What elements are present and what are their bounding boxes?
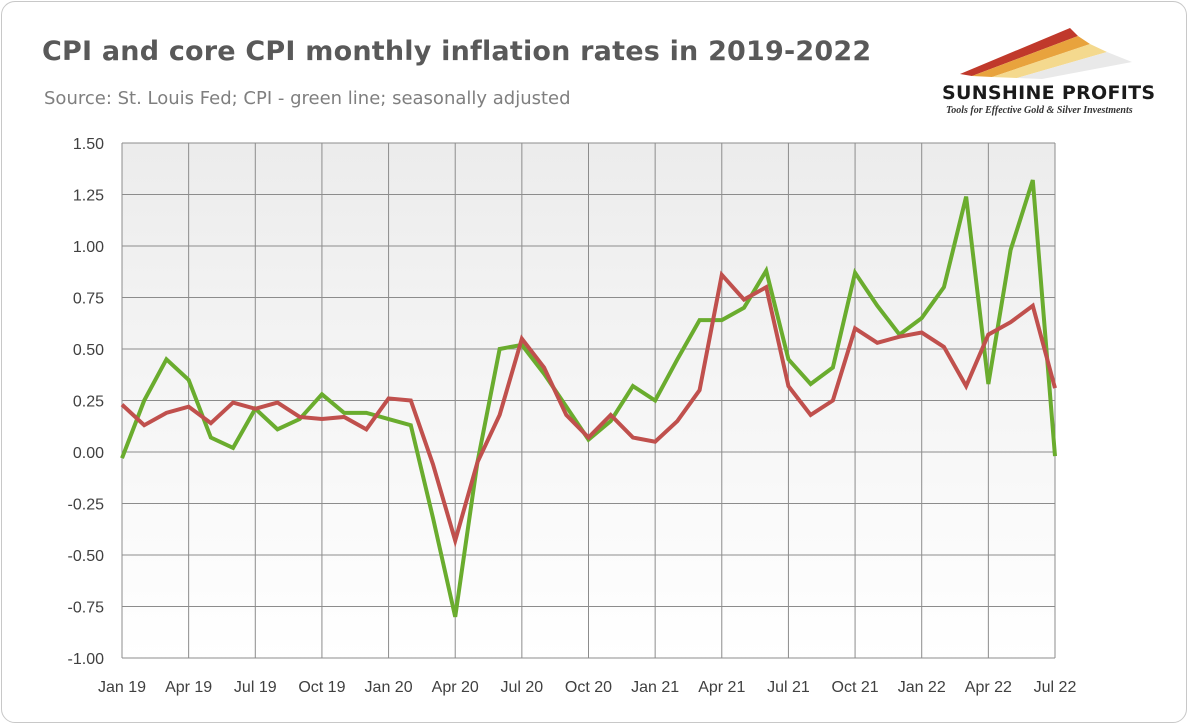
x-tick-label: Apr 19 [165,679,212,696]
x-tick-label: Oct 20 [565,679,612,696]
series-lines [120,179,1057,618]
chart-subtitle: Source: St. Louis Fed; CPI - green line;… [44,88,571,109]
x-axis-ticks: Jan 19 Apr 19 Jul 19 Oct 19 Jan 20 Apr 20 Jul … [98,679,1076,696]
x-tick-label: Apr 22 [965,679,1012,696]
y-tick-label: -0.50 [68,548,105,565]
y-axis-ticks: 1.50 1.25 1.00 0.75 0.50 0.25 0.00 -0.25 -0.50 -0… [68,136,105,668]
x-tick-label: Oct 19 [298,679,345,696]
y-tick-label: -0.75 [68,600,105,617]
y-tick-label: 1.50 [73,136,104,153]
x-tick-label: Apr 20 [432,679,479,696]
y-tick-label: 1.25 [73,188,104,205]
core-cpi-series-line [120,270,1057,548]
grid-lines [121,142,1056,659]
y-tick-label: 0.00 [73,445,104,462]
x-tick-label: Jul 22 [1034,679,1077,696]
y-tick-label: 0.50 [73,342,104,359]
x-tick-label: Jul 20 [501,679,544,696]
x-tick-label: Apr 21 [698,679,745,696]
x-tick-label: Jul 21 [767,679,810,696]
logo-name: SUNSHINE PROFITS [942,82,1156,104]
x-tick-label: Jan 22 [898,679,946,696]
sunshine-profits-logo: SUNSHINE PROFITS Tools for Effective Gol… [932,22,1172,122]
x-tick-label: Jan 20 [365,679,413,696]
chart-title: CPI and core CPI monthly inflation rates… [42,36,872,67]
logo-swoosh-icon [960,28,1132,79]
logo-tagline: Tools for Effective Gold & Silver Invest… [946,105,1133,116]
x-tick-label: Jan 21 [631,679,679,696]
x-tick-label: Jan 19 [98,679,146,696]
y-tick-label: -0.25 [68,497,105,514]
x-tick-label: Oct 21 [832,679,879,696]
y-tick-label: -1.00 [68,651,105,668]
y-tick-label: 1.00 [73,239,104,256]
y-tick-label: 0.75 [73,291,104,308]
y-tick-label: 0.25 [73,394,104,411]
x-tick-label: Jul 19 [234,679,277,696]
